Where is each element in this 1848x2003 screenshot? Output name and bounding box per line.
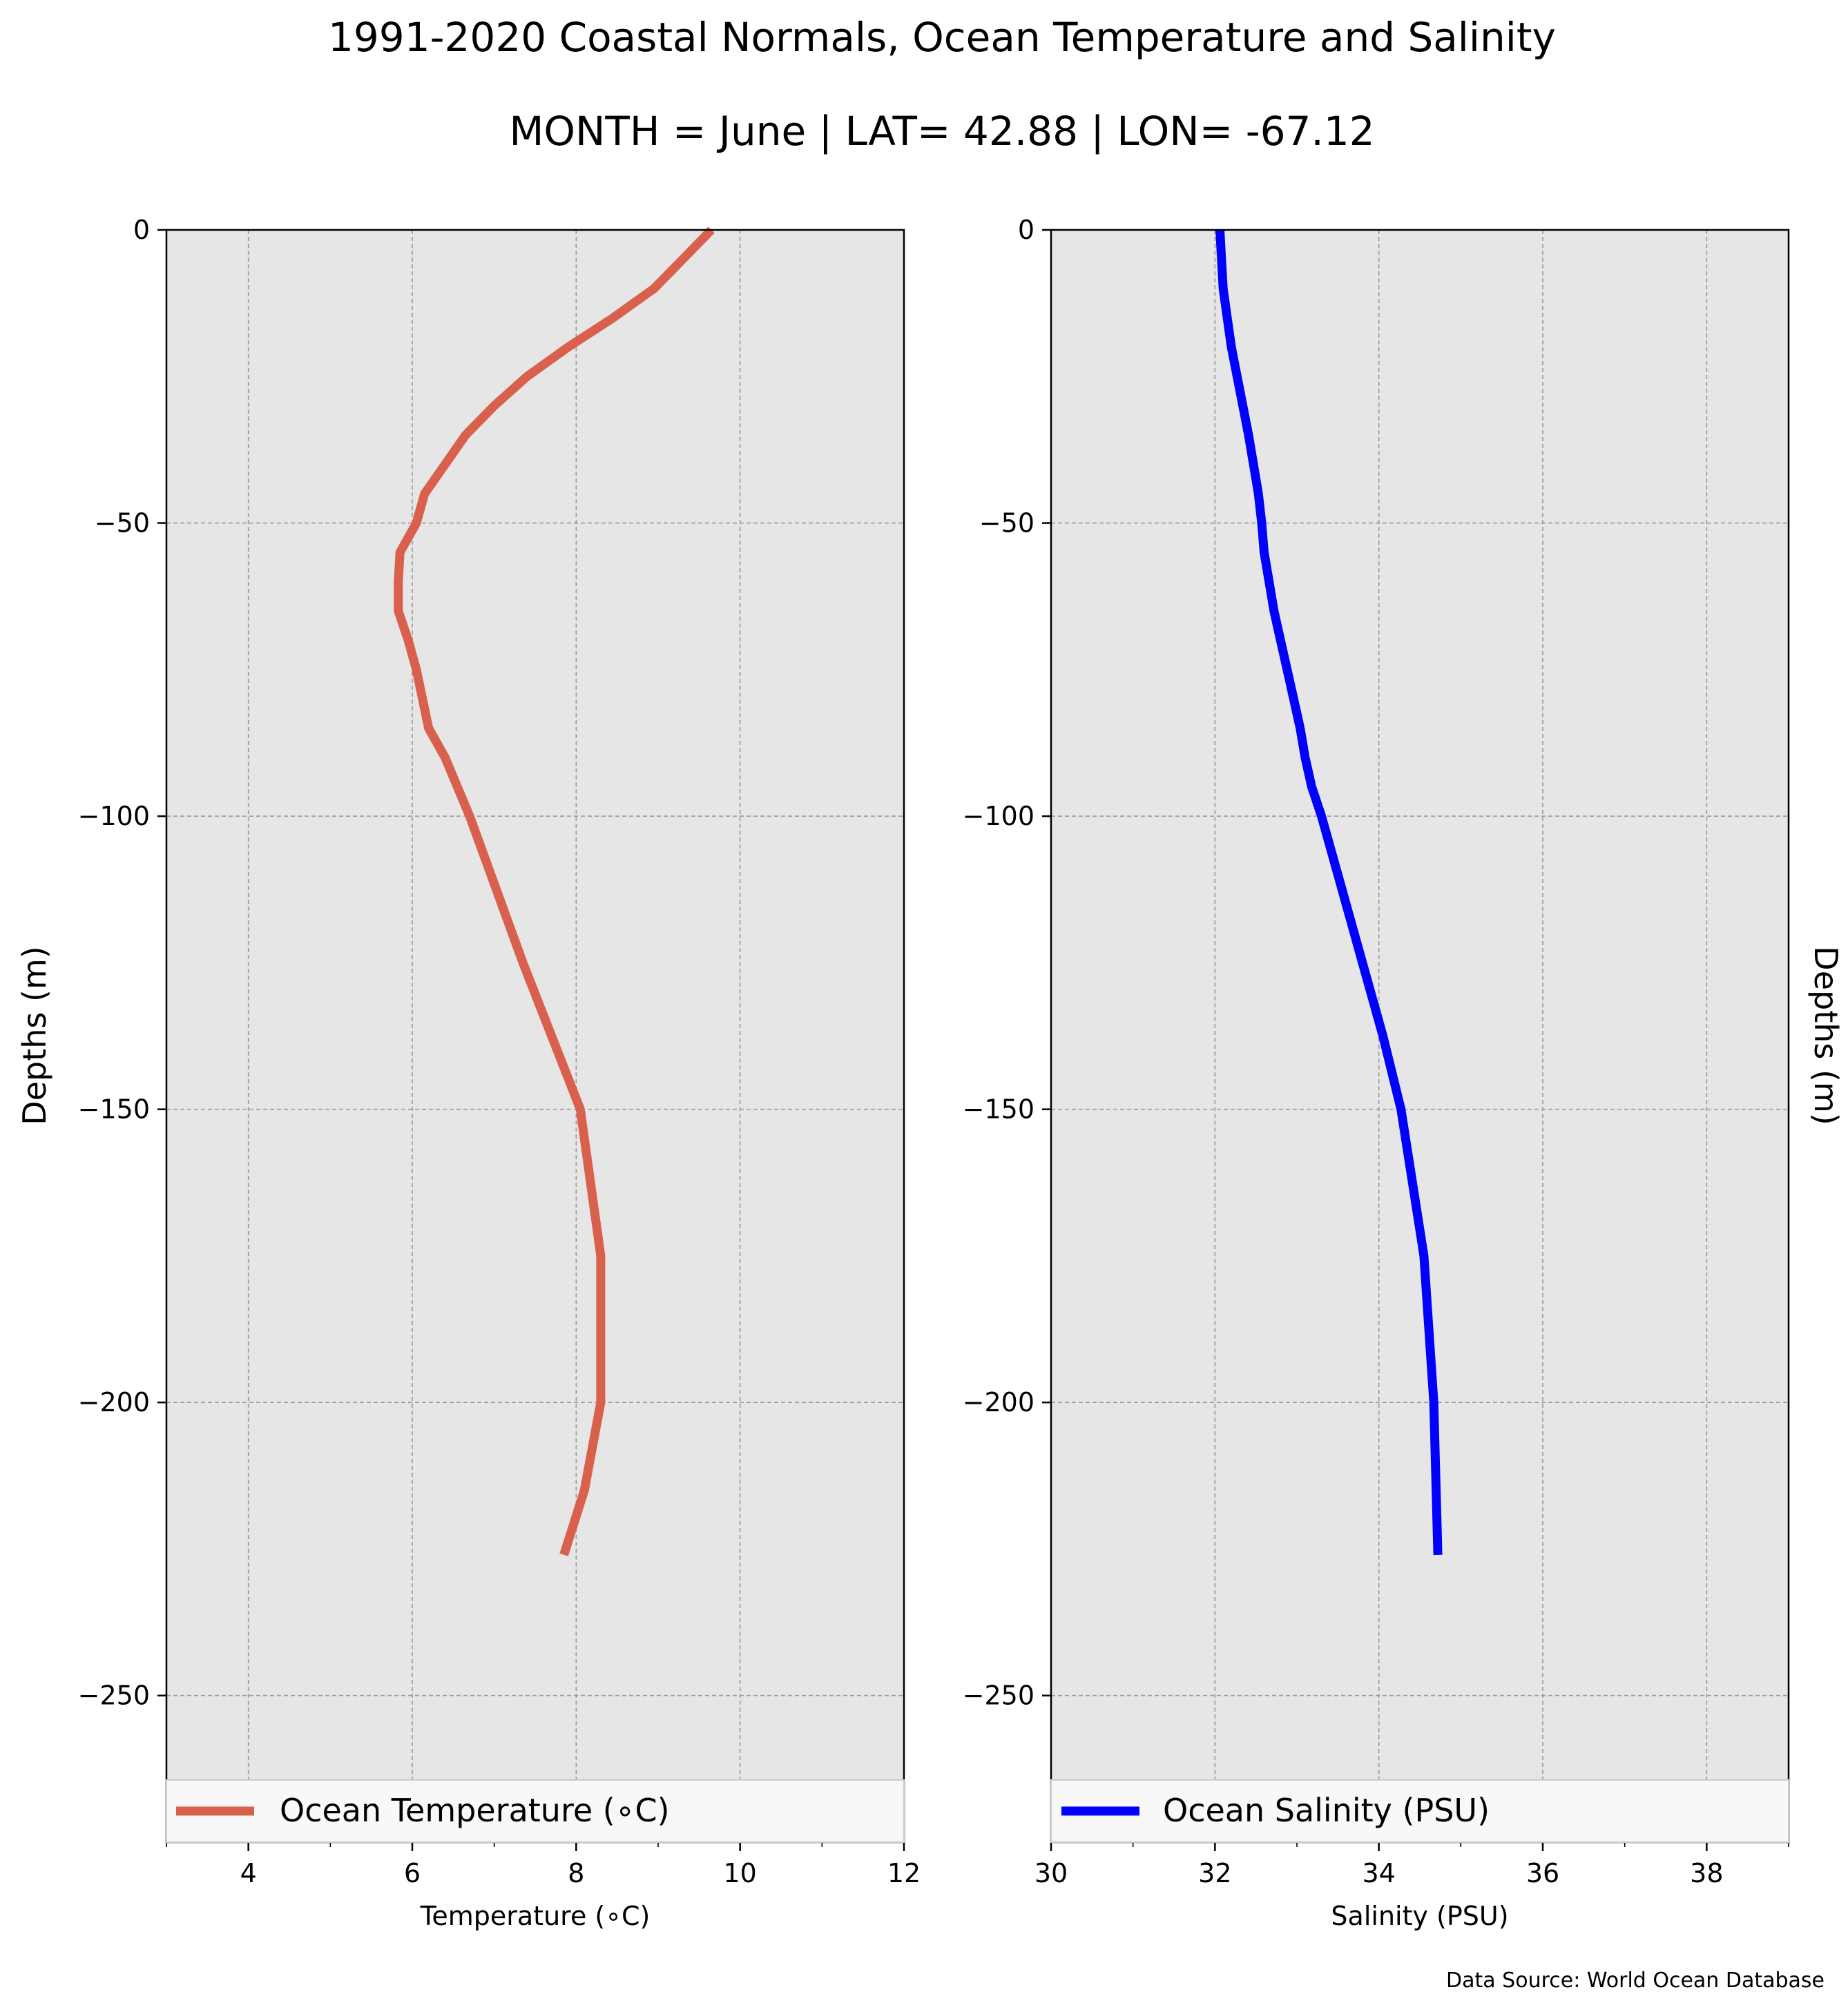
salinity-legend-box: [1050, 1779, 1789, 1843]
salinity-y-tick-label: −100: [963, 801, 1034, 831]
salinity-y-tick-label: −50: [979, 508, 1034, 539]
temperature-plot-area: [166, 230, 904, 1842]
salinity-tick-layer: 0 −50 −100 −150 −200 −250 30 32 34 36 38: [963, 215, 1789, 1888]
salinity-x-tick-label: 30: [1034, 1858, 1068, 1888]
salinity-x-tick-label: 34: [1362, 1858, 1395, 1888]
temperature-x-tick-label: 6: [404, 1858, 421, 1888]
salinity-series-line: [1215, 229, 1443, 1556]
temperature-x-axis-label: Temperature (∘C): [420, 1901, 651, 1931]
salinity-plot-area: [1051, 230, 1789, 1842]
temperature-y-tick-label: 0: [133, 215, 150, 245]
temperature-y-tick-label: −100: [78, 801, 150, 831]
salinity-legend-label: Ocean Salinity (PSU): [1163, 1792, 1490, 1829]
temperature-x-tick-label: 10: [723, 1858, 756, 1888]
salinity-y-axis-label: Depths (m): [1807, 946, 1845, 1125]
salinity-x-tick-label: 38: [1690, 1858, 1723, 1888]
salinity-y-tick-label: −250: [963, 1681, 1034, 1711]
temperature-x-tick-label: 4: [240, 1858, 257, 1888]
temperature-tick-layer: 0 −50 −100 −150 −200 −250 4 6 8 10 12: [78, 215, 921, 1888]
salinity-y-tick-label: −150: [963, 1094, 1034, 1125]
temperature-series-line: [394, 226, 715, 1556]
data-source-note: Data Source: World Ocean Database: [1446, 1968, 1825, 1993]
temperature-panel: 0 −50 −100 −150 −200 −250 4 6 8 10 12 Ocean Temper…: [16, 215, 921, 1931]
temperature-y-tick-label: −200: [78, 1387, 150, 1417]
salinity-x-axis-label: Salinity (PSU): [1331, 1901, 1508, 1931]
temperature-x-tick-label: 12: [887, 1858, 921, 1888]
salinity-legend: Ocean Salinity (PSU): [1050, 1779, 1789, 1843]
temperature-legend-box: [166, 1779, 905, 1843]
temperature-y-tick-label: −250: [78, 1681, 150, 1711]
salinity-y-tick-label: 0: [1018, 215, 1034, 245]
temperature-line-layer: [394, 226, 715, 1556]
temperature-y-tick-label: −50: [95, 508, 150, 539]
temperature-y-tick-label: −150: [78, 1094, 150, 1125]
salinity-x-tick-label: 32: [1198, 1858, 1231, 1888]
salinity-y-tick-label: −200: [963, 1387, 1034, 1417]
temperature-x-tick-label: 8: [568, 1858, 584, 1888]
figure-title: 1991-2020 Coastal Normals, Ocean Tempera…: [328, 14, 1556, 61]
figure-subtitle: MONTH = June | LAT= 42.88 | LON= -67.12: [509, 108, 1374, 155]
salinity-panel: 0 −50 −100 −150 −200 −250 30 32 34 36 38 Ocean Sal…: [963, 215, 1845, 1931]
temperature-legend: Ocean Temperature (∘C): [166, 1779, 905, 1843]
salinity-x-tick-label: 36: [1526, 1858, 1559, 1888]
temperature-y-axis-label: Depths (m): [16, 946, 53, 1125]
salinity-line-layer: [1215, 229, 1443, 1556]
temperature-legend-label: Ocean Temperature (∘C): [280, 1792, 670, 1829]
